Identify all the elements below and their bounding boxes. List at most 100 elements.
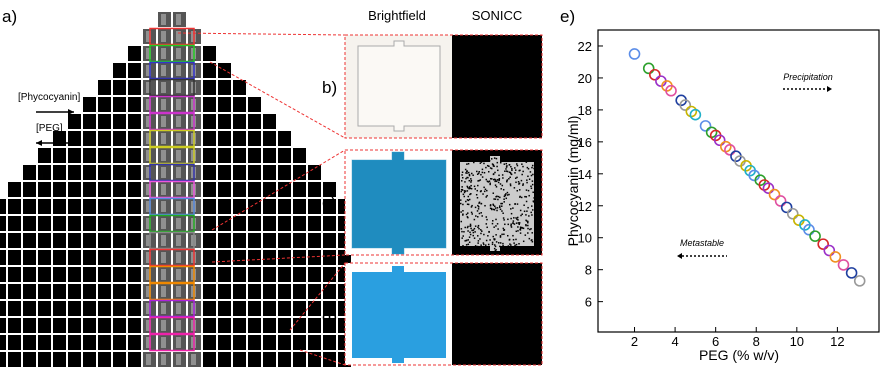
well-cell [128, 182, 141, 197]
well-cell [8, 335, 21, 350]
noise-dot [477, 197, 479, 199]
noise-dot [498, 175, 500, 177]
noise-dot [528, 195, 530, 197]
well-cell [203, 284, 216, 299]
noise-dot [489, 160, 491, 162]
well-cell [263, 301, 276, 316]
well-cell [293, 284, 306, 299]
well-cell [113, 165, 126, 180]
noise-dot [511, 226, 513, 228]
noise-dot [485, 189, 487, 191]
well-cell [128, 301, 141, 316]
well-crystal [176, 14, 181, 25]
noise-dot [484, 160, 486, 162]
well-cell [233, 267, 246, 282]
well-cell [308, 250, 321, 265]
noise-dot [468, 158, 470, 160]
noise-dot [485, 167, 487, 169]
well-cell [23, 216, 36, 231]
well-cell [0, 199, 6, 214]
noise-dot [508, 178, 510, 180]
well-cell [248, 284, 261, 299]
noise-dot [515, 177, 517, 179]
well-cell [203, 352, 216, 367]
y-tick-label: 6 [585, 295, 592, 310]
noise-dot [493, 165, 495, 167]
noise-dot [526, 189, 528, 191]
noise-dot [477, 216, 479, 218]
well-cell [83, 250, 96, 265]
well-cell [0, 335, 6, 350]
well-cell [308, 284, 321, 299]
noise-dot [467, 177, 469, 179]
well-cell [38, 250, 51, 265]
noise-dot [494, 244, 496, 246]
noise-dot [526, 246, 528, 248]
well-crystal [176, 167, 181, 178]
noise-dot [497, 207, 499, 209]
noise-dot [472, 161, 474, 163]
noise-dot [494, 181, 496, 183]
noise-dot [515, 239, 517, 241]
well-cell [53, 267, 66, 282]
data-point [830, 252, 840, 262]
noise-dot [500, 250, 502, 252]
well-cell [233, 352, 246, 367]
noise-dot [466, 159, 468, 161]
noise-dot [524, 211, 526, 213]
well-cell [98, 199, 111, 214]
well-cell [98, 233, 111, 248]
noise-dot [529, 179, 531, 181]
well-cell [248, 301, 261, 316]
noise-dot [492, 204, 494, 206]
noise-dot [467, 190, 469, 192]
well-cell [83, 182, 96, 197]
well-cell [233, 216, 246, 231]
noise-dot [504, 163, 506, 165]
noise-dot [514, 187, 516, 189]
noise-dot [493, 198, 495, 200]
well-crystal [161, 269, 166, 280]
noise-dot [496, 181, 498, 183]
selection-box [150, 335, 194, 351]
well-crystal [176, 218, 181, 229]
well-cell [23, 318, 36, 333]
noise-dot [467, 187, 469, 189]
well-cell [203, 97, 216, 112]
well-cell [323, 267, 336, 282]
noise-dot [467, 230, 469, 232]
noise-dot [480, 233, 482, 235]
noise-dot [483, 163, 485, 165]
well-cell [203, 335, 216, 350]
well [460, 156, 534, 251]
well-cell [68, 148, 81, 163]
noise-dot [519, 183, 521, 185]
noise-dot [492, 220, 494, 222]
well-crystal [161, 150, 166, 161]
well-cell [113, 114, 126, 129]
well-cell [218, 233, 231, 248]
noise-dot [499, 178, 501, 180]
noise-dot [501, 205, 503, 207]
noise-dot [488, 181, 490, 183]
noise-dot [496, 241, 498, 243]
well-cell [293, 182, 306, 197]
well-cell [113, 335, 126, 350]
well-cell [203, 46, 216, 61]
x-axis-label: PEG (% w/v) [699, 347, 779, 363]
noise-dot [517, 165, 519, 167]
noise-dot [510, 166, 512, 168]
well-crystal [176, 184, 181, 195]
noise-dot [514, 245, 516, 247]
noise-dot [485, 244, 487, 246]
well-cell [38, 199, 51, 214]
well-cell [203, 114, 216, 129]
annotation: Precipitation [783, 72, 833, 82]
noise-dot [467, 227, 469, 229]
noise-dot [477, 185, 479, 187]
noise-dot [510, 208, 512, 210]
noise-dot [480, 250, 482, 252]
noise-dot [461, 180, 463, 182]
well-cell [293, 318, 306, 333]
x-tick-label: 4 [671, 334, 678, 349]
